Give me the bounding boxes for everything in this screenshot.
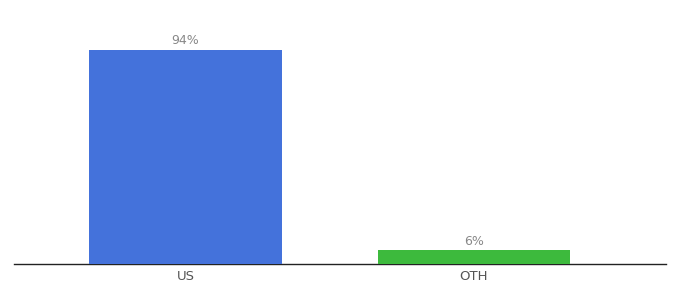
Bar bbox=[89, 50, 282, 264]
Text: 6%: 6% bbox=[464, 235, 484, 248]
Text: 94%: 94% bbox=[171, 34, 199, 47]
Bar bbox=[378, 250, 571, 264]
